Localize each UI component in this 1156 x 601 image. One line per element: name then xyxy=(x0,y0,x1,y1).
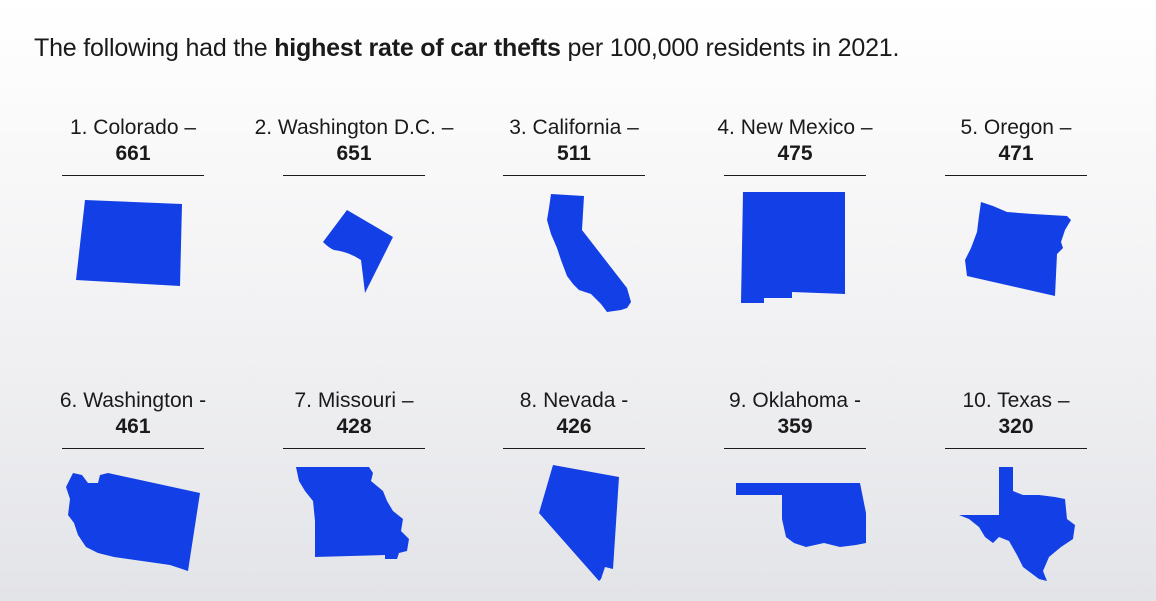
washington-dc-icon xyxy=(323,210,393,293)
state-name: 5. Oregon – xyxy=(960,116,1072,139)
oregon-icon xyxy=(965,202,1071,296)
state-value: 426 xyxy=(556,415,592,438)
state-card-california: 3. California – 511 xyxy=(464,115,684,320)
state-name: 3. California – xyxy=(509,116,639,139)
state-value: 651 xyxy=(336,142,372,165)
divider xyxy=(503,448,645,449)
state-name: 6. Washington - xyxy=(59,389,207,412)
missouri-icon xyxy=(296,467,409,559)
divider xyxy=(724,448,866,449)
state-card-new-mexico: 4. New Mexico – 475 xyxy=(685,115,905,310)
state-name: 10. Texas – xyxy=(962,389,1070,412)
divider xyxy=(724,175,866,176)
state-card-texas: 10. Texas – 320 xyxy=(906,388,1126,583)
headline-prefix: The following had the xyxy=(34,34,275,62)
state-value: 428 xyxy=(336,415,372,438)
oklahoma-icon xyxy=(736,483,866,547)
california-icon xyxy=(547,194,631,312)
state-card-washington: 6. Washington - 461 xyxy=(23,388,243,573)
state-value: 511 xyxy=(557,142,591,165)
colorado-icon xyxy=(76,200,182,286)
headline: The following had the highest rate of ca… xyxy=(34,34,899,63)
divider xyxy=(62,448,204,449)
state-value: 461 xyxy=(115,415,151,438)
divider xyxy=(945,448,1087,449)
state-value: 359 xyxy=(777,415,813,438)
divider xyxy=(503,175,645,176)
divider xyxy=(945,175,1087,176)
state-name: 9. Oklahoma - xyxy=(729,389,861,412)
divider xyxy=(283,175,425,176)
headline-suffix: per 100,000 residents in 2021. xyxy=(560,34,900,62)
texas-icon xyxy=(959,467,1075,581)
state-card-oregon: 5. Oregon – 471 xyxy=(906,115,1126,300)
state-value: 471 xyxy=(998,142,1034,165)
state-card-colorado: 1. Colorado – 661 xyxy=(23,115,243,300)
headline-bold: highest rate of car thefts xyxy=(274,34,561,62)
state-name: 1. Colorado – xyxy=(69,116,197,139)
divider xyxy=(62,175,204,176)
state-card-missouri: 7. Missouri – 428 xyxy=(244,388,464,573)
washington-icon xyxy=(66,473,200,571)
state-card-nevada: 8. Nevada - 426 xyxy=(464,388,684,593)
state-value: 661 xyxy=(115,142,151,165)
divider xyxy=(283,448,425,449)
state-value: 320 xyxy=(998,415,1034,438)
state-name: 7. Missouri – xyxy=(294,389,414,412)
state-name: 4. New Mexico – xyxy=(717,116,873,139)
new-mexico-icon xyxy=(741,192,845,303)
state-card-oklahoma: 9. Oklahoma - 359 xyxy=(685,388,905,563)
state-name: 2. Washington D.C. – xyxy=(254,116,454,139)
state-card-washington-dc: 2. Washington D.C. – 651 xyxy=(244,115,464,300)
state-value: 475 xyxy=(777,142,813,165)
state-name: 8. Nevada - xyxy=(519,389,629,412)
nevada-icon xyxy=(539,465,619,581)
